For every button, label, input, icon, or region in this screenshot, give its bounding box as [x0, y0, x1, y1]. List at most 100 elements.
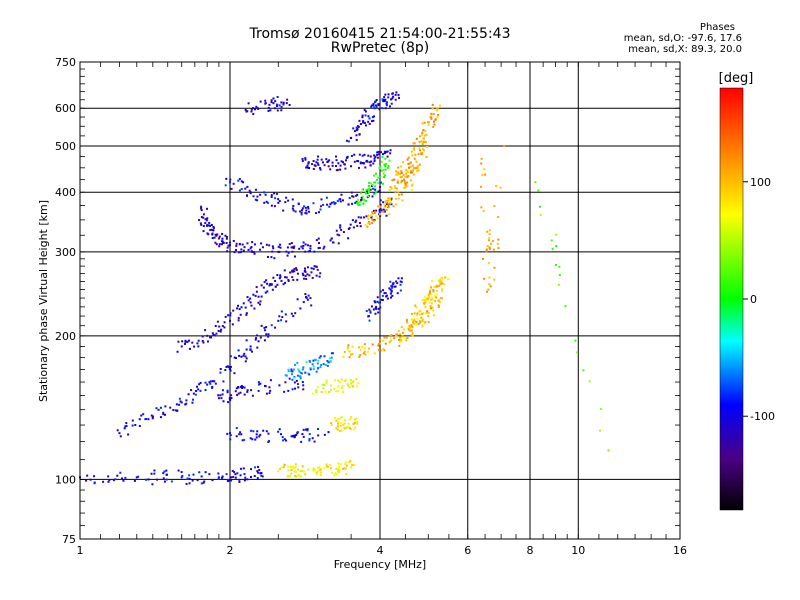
data-point: [310, 271, 313, 274]
data-point: [295, 475, 298, 478]
data-point: [300, 209, 303, 212]
data-point: [398, 338, 401, 341]
data-point: [345, 473, 348, 476]
data-point: [503, 144, 506, 147]
data-point: [381, 294, 384, 297]
data-point: [198, 471, 201, 474]
data-point: [393, 337, 396, 340]
data-point: [177, 469, 180, 472]
data-point: [439, 278, 442, 281]
data-point: [376, 205, 379, 208]
data-point: [488, 232, 491, 235]
data-point: [368, 308, 371, 311]
data-point: [108, 479, 111, 482]
data-point: [253, 475, 256, 478]
data-point: [285, 374, 288, 377]
data-point: [555, 233, 558, 236]
data-point: [355, 200, 358, 203]
data-point: [337, 422, 340, 425]
data-point: [358, 119, 361, 122]
data-point: [370, 305, 373, 308]
data-point: [278, 200, 281, 203]
data-point: [363, 347, 366, 350]
data-point: [441, 288, 444, 291]
data-point: [315, 239, 318, 242]
data-point: [408, 326, 411, 329]
data-point: [238, 480, 241, 483]
data-point: [390, 102, 393, 105]
data-point: [309, 247, 312, 250]
data-point: [193, 345, 196, 348]
data-point: [267, 335, 270, 338]
data-point: [337, 471, 340, 474]
data-point: [371, 218, 374, 221]
data-point: [270, 101, 273, 104]
data-point: [211, 233, 214, 236]
data-point: [236, 307, 239, 310]
data-point: [237, 386, 240, 389]
data-point: [433, 299, 436, 302]
data-point: [439, 283, 442, 286]
data-point: [257, 295, 260, 298]
data-point: [418, 163, 421, 166]
data-point: [202, 216, 205, 219]
data-point: [225, 242, 228, 245]
data-point: [493, 205, 496, 208]
data-point: [291, 465, 294, 468]
data-point: [300, 245, 303, 248]
data-point: [321, 383, 324, 386]
data-point: [317, 163, 320, 166]
data-point: [243, 473, 246, 476]
data-point: [422, 149, 425, 152]
data-point: [598, 429, 601, 432]
data-point: [313, 265, 316, 268]
data-point: [116, 474, 119, 477]
data-point: [358, 355, 361, 358]
data-point: [432, 120, 435, 123]
data-point: [432, 125, 435, 128]
data-point: [437, 280, 440, 283]
data-point: [396, 181, 399, 184]
data-point: [439, 104, 442, 107]
data-point: [162, 411, 165, 414]
data-point: [400, 281, 403, 284]
data-point: [384, 157, 387, 160]
data-point: [243, 438, 246, 441]
data-point: [300, 372, 303, 375]
data-point: [364, 124, 367, 127]
data-point: [412, 320, 415, 323]
data-point: [403, 186, 406, 189]
data-point: [226, 391, 229, 394]
data-point: [306, 429, 309, 432]
data-point: [206, 217, 209, 220]
data-point: [342, 355, 345, 358]
data-point: [209, 380, 212, 383]
data-point: [270, 283, 273, 286]
data-point: [423, 134, 426, 137]
data-point: [263, 280, 266, 283]
data-point: [426, 145, 429, 148]
y-tick-label: 750: [55, 56, 76, 69]
data-point: [214, 324, 217, 327]
data-point: [205, 207, 208, 210]
data-point: [225, 365, 228, 368]
data-point: [394, 285, 397, 288]
data-point: [320, 363, 323, 366]
data-point: [217, 472, 220, 475]
data-point: [317, 155, 320, 158]
data-point: [357, 166, 360, 169]
data-point: [395, 170, 398, 173]
data-point: [337, 379, 340, 382]
data-point: [422, 147, 425, 150]
data-point: [336, 200, 339, 203]
data-point: [291, 207, 294, 210]
data-point: [297, 202, 300, 205]
data-point: [204, 389, 207, 392]
data-point: [140, 414, 143, 417]
data-point: [270, 324, 273, 327]
data-point: [574, 339, 577, 342]
data-point: [355, 134, 358, 137]
data-point: [293, 381, 296, 384]
data-point: [260, 474, 263, 477]
data-point: [300, 213, 303, 216]
